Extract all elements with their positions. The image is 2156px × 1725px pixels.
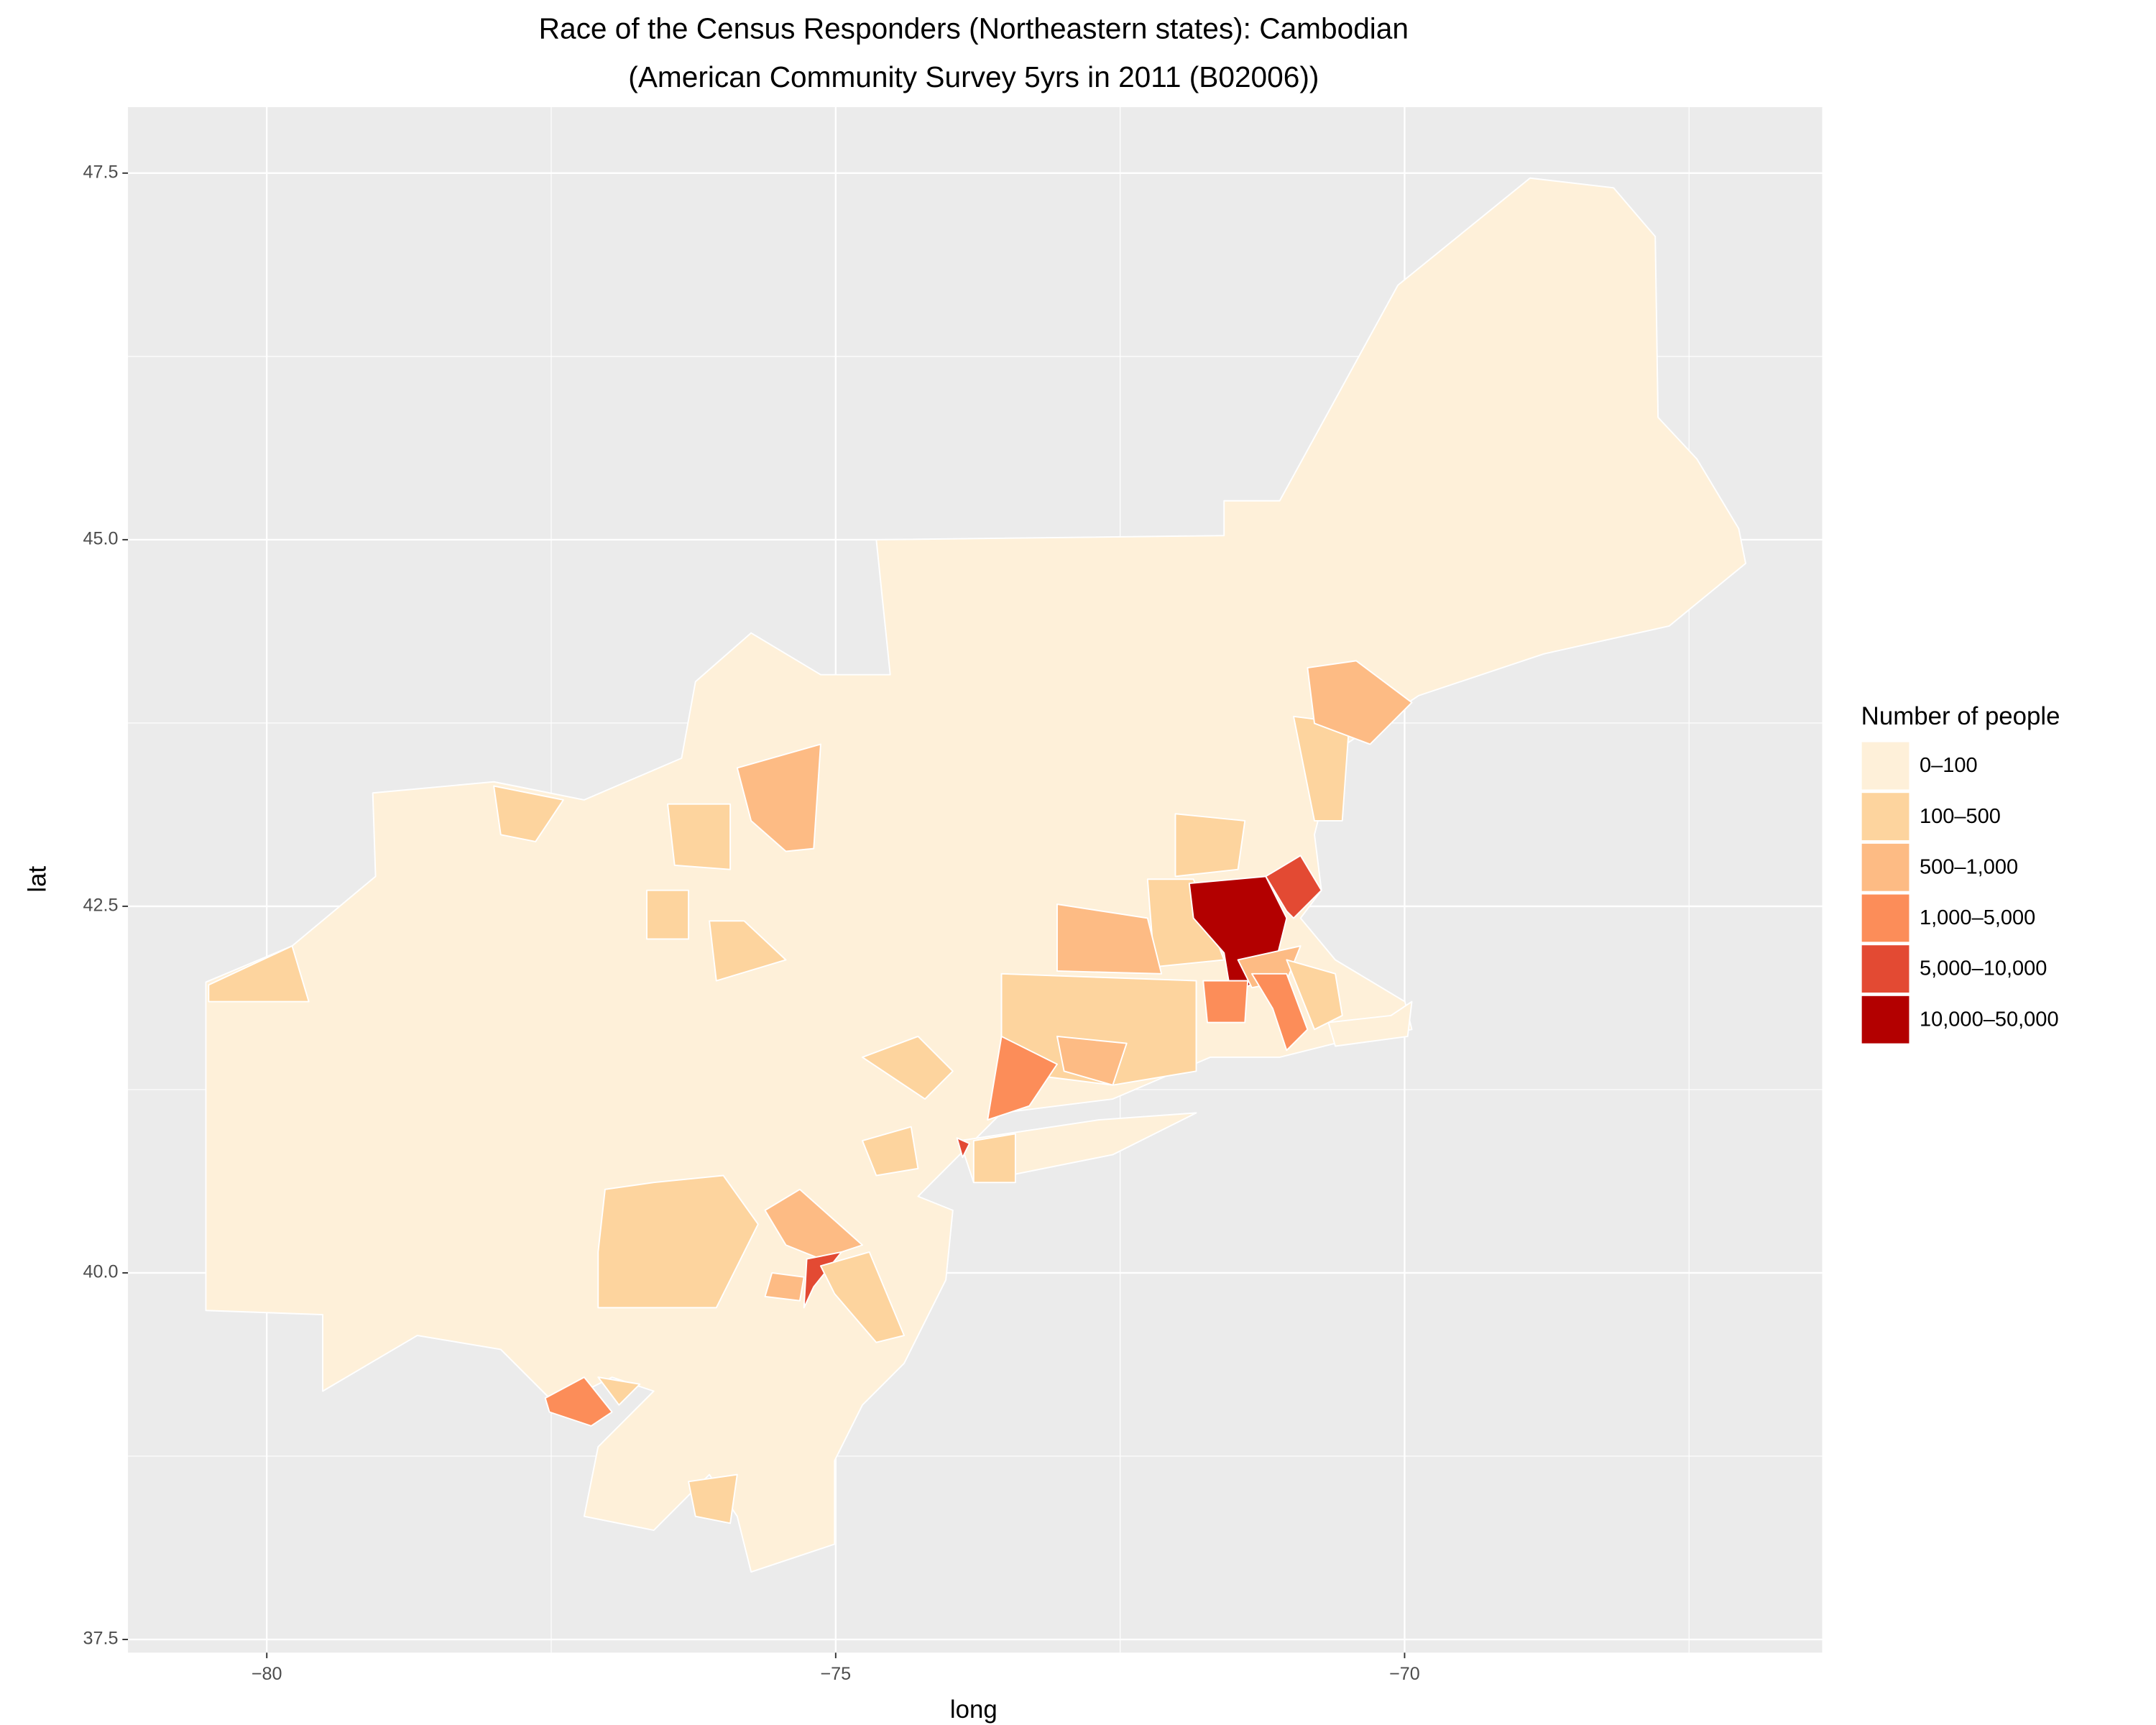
region bbox=[667, 803, 732, 870]
region bbox=[597, 1174, 759, 1309]
legend-swatch bbox=[1860, 893, 1911, 944]
region bbox=[1202, 980, 1249, 1024]
region bbox=[972, 1133, 1016, 1184]
region bbox=[1250, 972, 1309, 1052]
region bbox=[597, 1376, 641, 1406]
map bbox=[205, 177, 1746, 1573]
region bbox=[1286, 959, 1343, 1031]
region-cape-cod bbox=[1327, 1000, 1413, 1047]
region bbox=[1056, 903, 1163, 975]
y-tick-label: 45.0 bbox=[83, 529, 119, 549]
legend-swatch bbox=[1860, 791, 1911, 842]
region bbox=[208, 945, 310, 1003]
legend-swatch bbox=[1860, 740, 1911, 791]
region bbox=[819, 1251, 906, 1343]
x-tick-label: −80 bbox=[252, 1664, 282, 1684]
region-land bbox=[205, 177, 1746, 1573]
region bbox=[646, 889, 690, 940]
y-tick-label: 37.5 bbox=[83, 1629, 119, 1649]
region bbox=[1056, 1035, 1128, 1086]
legend-swatch bbox=[1860, 842, 1911, 893]
chart-subtitle: (American Community Survey 5yrs in 2011 … bbox=[628, 60, 1319, 93]
legend-swatch bbox=[1860, 994, 1911, 1045]
region bbox=[688, 1473, 738, 1524]
x-tick-label: −70 bbox=[1389, 1664, 1420, 1684]
legend-label: 500–1,000 bbox=[1920, 855, 2018, 878]
region bbox=[736, 743, 821, 852]
legend-swatch bbox=[1860, 944, 1911, 994]
y-tick-label: 47.5 bbox=[83, 162, 119, 182]
chart-title: Race of the Census Responders (Northeast… bbox=[539, 12, 1409, 45]
region bbox=[493, 785, 564, 842]
legend-label: 0–100 bbox=[1920, 754, 1978, 777]
y-axis-label: lat bbox=[23, 866, 51, 893]
region bbox=[1307, 660, 1413, 745]
region bbox=[764, 1272, 805, 1302]
region bbox=[956, 1137, 970, 1159]
axes: −80 −75 −70 37.5 40.0 42.5 45.0 47.5 bbox=[83, 162, 1420, 1683]
region bbox=[709, 920, 787, 982]
legend-title: Number of people bbox=[1861, 702, 2060, 730]
legend-label: 1,000–5,000 bbox=[1920, 906, 2035, 929]
region bbox=[1174, 813, 1246, 878]
region bbox=[544, 1376, 613, 1427]
legend-label: 100–500 bbox=[1920, 805, 2001, 828]
y-tick-label: 42.5 bbox=[83, 896, 119, 916]
legend-label: 10,000–50,000 bbox=[1920, 1008, 2059, 1031]
region bbox=[803, 1251, 842, 1309]
x-tick-label: −75 bbox=[820, 1664, 851, 1684]
legend-label: 5,000–10,000 bbox=[1920, 957, 2047, 980]
y-tick-label: 40.0 bbox=[83, 1262, 119, 1282]
region bbox=[1265, 855, 1322, 919]
region bbox=[862, 1035, 954, 1100]
legend: Number of people 0–100 100–500 500–1,000 1,… bbox=[1860, 702, 2060, 1045]
region-long-island bbox=[959, 1112, 1197, 1184]
region bbox=[862, 1126, 919, 1177]
region bbox=[987, 1035, 1058, 1121]
x-axis-label: long bbox=[950, 1696, 998, 1724]
